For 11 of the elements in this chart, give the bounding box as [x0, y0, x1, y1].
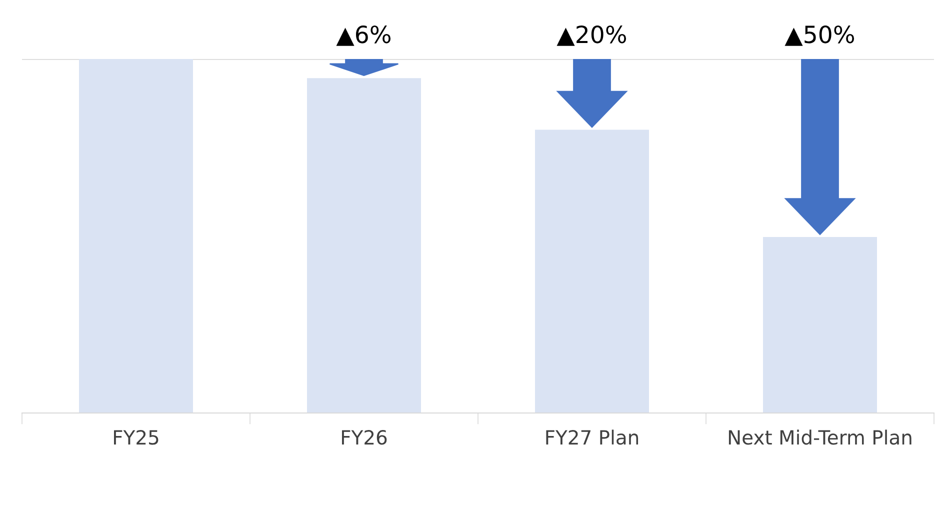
annotation: ▲50%	[784, 25, 854, 46]
bar	[307, 78, 421, 413]
x-tick-label: FY27 Plan	[546, 430, 638, 445]
annotation: ▲20%	[556, 25, 626, 46]
bar	[79, 59, 193, 413]
x-tick-label: Next Mid-Term Plan	[728, 430, 912, 445]
x-tick-label: FY25	[114, 430, 158, 445]
bar	[763, 237, 877, 413]
x-tick-label: FY26	[342, 430, 387, 445]
bar	[535, 130, 649, 413]
annotation: ▲6%	[336, 25, 391, 46]
